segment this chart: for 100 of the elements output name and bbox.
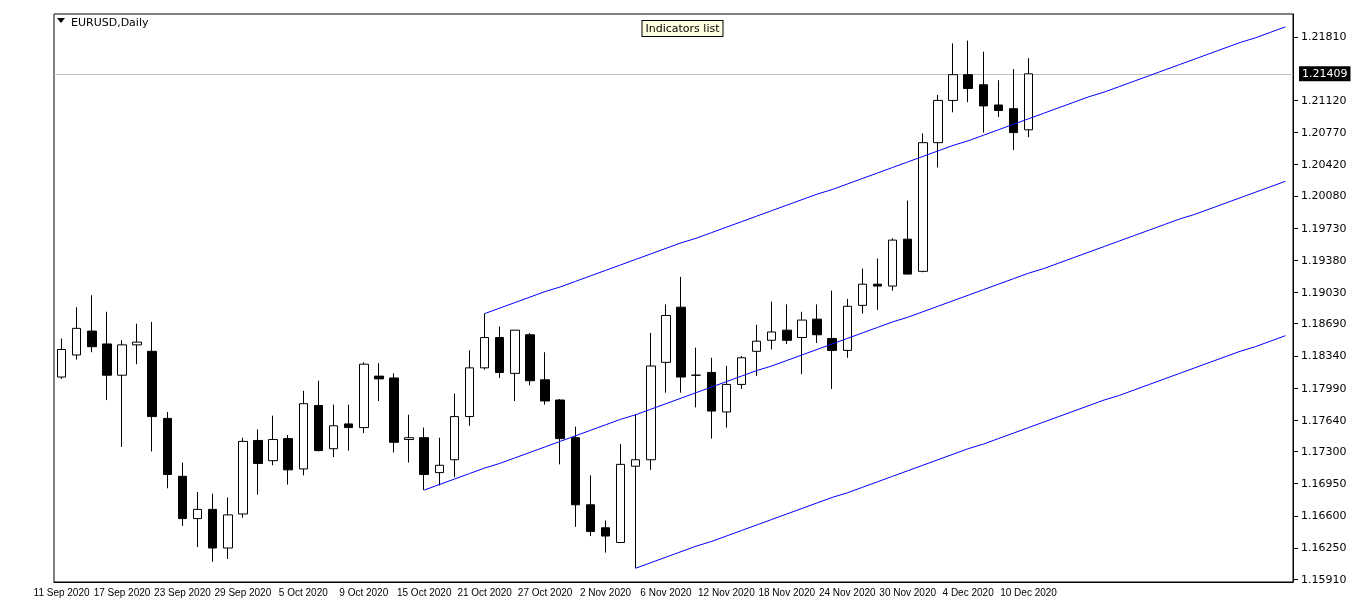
candlestick — [571, 426, 580, 528]
candlestick — [601, 519, 610, 554]
candlestick — [631, 414, 640, 569]
x-tick-label: 2 Nov 2020 — [579, 586, 632, 598]
candlestick — [1024, 57, 1033, 138]
candlestick — [616, 443, 625, 543]
candlestick — [903, 200, 912, 275]
candlestick — [646, 332, 656, 471]
candlestick — [555, 398, 565, 465]
candlestick — [72, 306, 81, 361]
candlestick — [918, 132, 928, 273]
candlestick — [782, 303, 792, 345]
y-tick-label: 1.16250 — [1301, 541, 1347, 555]
candlestick — [752, 324, 761, 377]
y-tick-label: 1.20080 — [1301, 189, 1347, 203]
y-tick-label: 1.21810 — [1301, 30, 1347, 44]
candlestick — [57, 337, 66, 380]
candlestick — [374, 362, 384, 402]
candlestick — [827, 290, 837, 390]
line-series — [484, 26, 1286, 315]
candlestick — [268, 415, 278, 466]
candlestick — [1009, 68, 1018, 151]
candlestick — [767, 301, 776, 350]
candlestick — [586, 474, 595, 537]
candlestick — [117, 339, 127, 448]
line-series — [635, 335, 1286, 569]
candlestick — [465, 349, 474, 427]
candlestick — [525, 332, 535, 386]
line-series — [423, 180, 1286, 491]
annotation: Indicators list — [645, 22, 721, 35]
candlestick — [676, 276, 686, 394]
candlestick — [389, 372, 399, 453]
candlestick — [812, 303, 822, 344]
x-tick-label: 17 Sep 2020 — [93, 586, 151, 598]
candlestick — [314, 380, 323, 452]
y-tick-label: 1.19730 — [1301, 221, 1347, 235]
y-tick-label: 1.21120 — [1301, 93, 1347, 107]
candlestick — [707, 357, 716, 440]
candlestick — [797, 311, 807, 375]
candlestick — [178, 462, 187, 527]
x-tick-label: 5 Oct 2020 — [278, 586, 329, 598]
y-tick-label: 1.19030 — [1301, 285, 1347, 299]
ref-line-label: 1.21409 — [1302, 67, 1348, 81]
y-tick-label: 1.17640 — [1301, 413, 1347, 427]
x-tick-label: 10 Dec 2020 — [1000, 586, 1058, 598]
y-tick-label: 1.20420 — [1301, 158, 1347, 172]
x-tick-label: 15 Oct 2020 — [396, 586, 452, 598]
x-tick-label: 29 Sep 2020 — [214, 586, 272, 598]
candlestick — [495, 325, 504, 379]
candlestick — [359, 361, 369, 434]
y-tick-label: 1.17990 — [1301, 381, 1347, 395]
candlestick — [419, 427, 429, 491]
x-tick-label: 23 Sep 2020 — [154, 586, 212, 598]
candlestick — [480, 313, 489, 371]
candlestick — [873, 257, 882, 311]
candlestick — [737, 355, 746, 390]
candlestick — [404, 414, 414, 464]
y-tick-label: 1.17300 — [1301, 444, 1347, 458]
candlestick — [963, 40, 973, 103]
candlestick — [661, 303, 671, 394]
candlestick — [163, 411, 172, 489]
x-tick-label: 27 Oct 2020 — [517, 586, 573, 598]
x-tick-label: 21 Oct 2020 — [457, 586, 513, 598]
x-tick-label: 9 Oct 2020 — [339, 586, 389, 598]
candlestick — [208, 493, 217, 563]
x-tick-label: 11 Sep 2020 — [33, 586, 90, 598]
y-tick-label: 1.20770 — [1301, 126, 1347, 140]
candlestick — [510, 329, 520, 402]
x-tick-label: 24 Nov 2020 — [818, 586, 877, 598]
y-tick-label: 1.18690 — [1301, 317, 1347, 331]
candlestick — [450, 393, 459, 478]
chart-title: EURUSD,Daily — [71, 16, 149, 29]
y-tick-label: 1.16950 — [1301, 477, 1347, 491]
candlestick — [435, 437, 444, 486]
candlestick — [132, 323, 142, 365]
candlestick — [193, 491, 202, 548]
candlestick — [691, 347, 701, 408]
candlestick — [299, 390, 308, 476]
candlestick — [540, 351, 550, 406]
y-tick-label: 1.16600 — [1301, 509, 1347, 523]
candlestick — [283, 434, 293, 486]
candlestick — [979, 51, 988, 134]
candlestick — [843, 298, 852, 359]
candlestick — [722, 365, 731, 429]
candlestick — [87, 294, 97, 353]
y-tick-label: 1.19380 — [1301, 253, 1347, 267]
candlestick — [253, 428, 263, 496]
x-tick-label: 4 Dec 2020 — [942, 586, 995, 598]
candlestick — [329, 404, 338, 458]
y-tick-label: 1.15910 — [1301, 572, 1347, 586]
x-tick-label: 6 Nov 2020 — [640, 586, 692, 598]
candlestick — [344, 404, 353, 452]
candlestick — [933, 94, 943, 168]
y-tick-label: 1.18340 — [1301, 349, 1347, 363]
candlestick — [223, 496, 233, 560]
candlestick — [102, 311, 112, 401]
candlestick — [147, 321, 157, 452]
x-tick-label: 12 Nov 2020 — [698, 586, 756, 598]
candlestick — [948, 42, 958, 113]
candlestick — [994, 79, 1003, 118]
